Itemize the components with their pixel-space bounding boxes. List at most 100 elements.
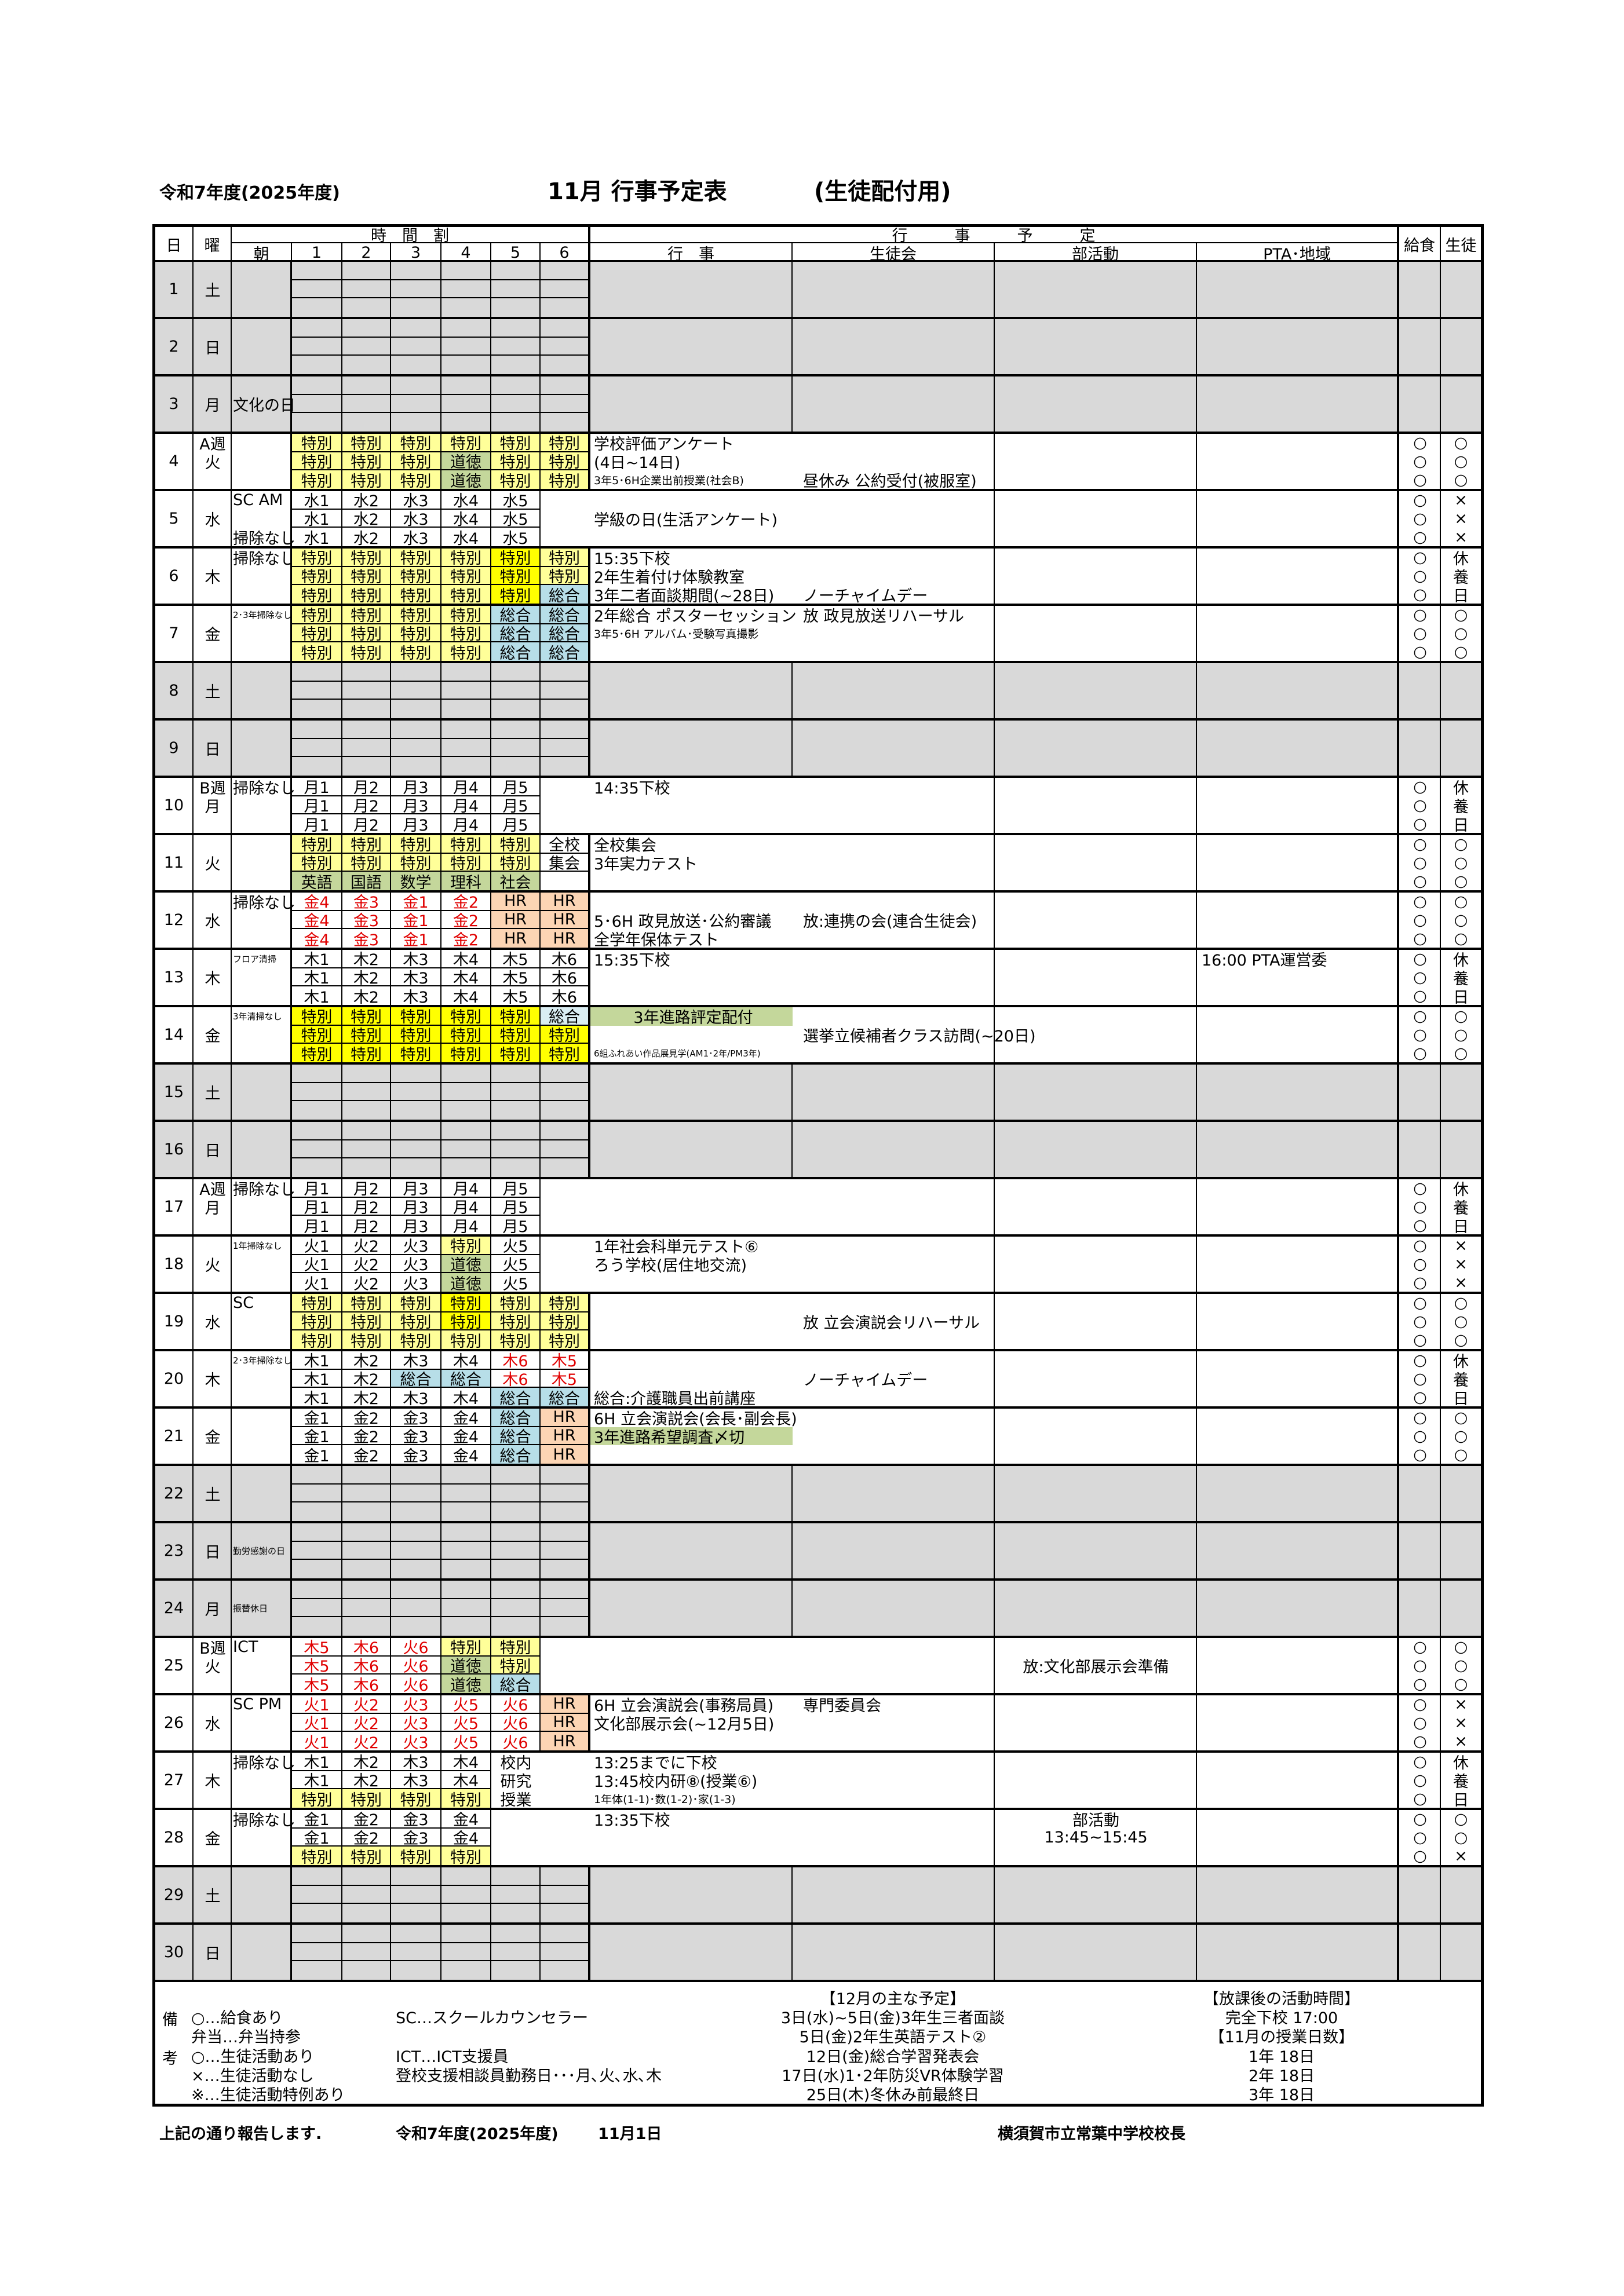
period-cell[interactable]: 特別 — [491, 549, 541, 568]
period-cell[interactable]: 総合 — [491, 1409, 541, 1428]
period-cell[interactable]: 特別 — [391, 1789, 441, 1809]
period-cell[interactable]: 水4 — [441, 528, 491, 548]
period-cell[interactable]: 全校 — [541, 835, 590, 854]
period-cell[interactable]: 特別 — [391, 1330, 441, 1351]
period-cell[interactable]: 特別 — [441, 585, 491, 605]
period-cell[interactable]: 木4 — [441, 968, 491, 988]
period-cell[interactable]: 特別 — [391, 1312, 441, 1332]
period-cell[interactable]: 木5 — [292, 1675, 342, 1695]
period-cell[interactable]: 特別 — [292, 1007, 342, 1026]
period-cell[interactable]: 特別 — [541, 1025, 590, 1045]
period-cell[interactable]: 総合 — [491, 1427, 541, 1446]
period-cell[interactable]: 特別 — [491, 1294, 541, 1313]
period-cell[interactable]: 道徳 — [441, 1273, 491, 1293]
period-cell[interactable]: 特別 — [292, 624, 342, 644]
period-cell[interactable]: 木1 — [292, 986, 342, 1007]
period-cell[interactable]: 木2 — [342, 1369, 391, 1389]
period-cell[interactable]: 特別 — [491, 1312, 541, 1332]
period-cell[interactable]: 月4 — [441, 1179, 491, 1198]
period-cell[interactable]: 水1 — [292, 528, 342, 548]
period-cell[interactable]: 特別 — [391, 1044, 441, 1064]
period-cell[interactable]: 特別 — [292, 566, 342, 586]
period-cell[interactable]: 火6 — [391, 1638, 441, 1657]
period-cell[interactable]: 特別 — [441, 1044, 491, 1064]
period-cell[interactable]: 木6 — [342, 1656, 391, 1676]
period-cell[interactable]: 金1 — [292, 1427, 342, 1446]
period-cell[interactable]: 木1 — [292, 1388, 342, 1408]
period-cell[interactable]: 特別 — [391, 835, 441, 854]
period-cell[interactable]: 月1 — [292, 1179, 342, 1198]
period-cell[interactable]: HR — [541, 1732, 590, 1750]
period-cell[interactable]: HR — [541, 1445, 590, 1464]
period-cell[interactable]: 火1 — [292, 1273, 342, 1293]
period-cell[interactable]: 特別 — [491, 1638, 541, 1657]
period-cell[interactable]: 木3 — [391, 986, 441, 1007]
period-cell[interactable]: 金3 — [342, 893, 391, 912]
period-cell[interactable]: 火5 — [441, 1732, 491, 1752]
period-cell[interactable]: 特別 — [292, 1044, 342, 1064]
period-cell[interactable]: 火6 — [491, 1732, 541, 1752]
period-cell[interactable]: 特別 — [292, 1294, 342, 1313]
period-cell[interactable]: 特別 — [541, 1312, 590, 1332]
period-cell[interactable]: HR — [491, 911, 541, 930]
period-cell[interactable]: 特別 — [491, 835, 541, 854]
period-cell[interactable]: 特別 — [292, 549, 342, 568]
period-cell[interactable]: 木3 — [391, 1351, 441, 1370]
period-cell[interactable]: 特別 — [292, 1847, 342, 1867]
period-cell[interactable]: 火3 — [391, 1255, 441, 1274]
period-cell[interactable]: 月1 — [292, 778, 342, 797]
period-cell[interactable]: 木4 — [441, 986, 491, 1007]
period-cell[interactable]: 特別 — [491, 452, 541, 471]
period-cell[interactable]: 総合 — [541, 624, 590, 644]
period-cell[interactable]: 月1 — [292, 814, 342, 835]
period-cell[interactable]: 特別 — [342, 606, 391, 625]
period-cell[interactable]: 木6 — [491, 1369, 541, 1389]
period-cell[interactable]: 特別 — [391, 452, 441, 471]
period-cell[interactable]: HR — [491, 929, 541, 948]
period-cell[interactable]: 月4 — [441, 796, 491, 816]
period-cell[interactable]: 火3 — [391, 1695, 441, 1714]
period-cell[interactable]: 特別 — [342, 1294, 391, 1313]
period-cell[interactable]: 火2 — [342, 1713, 391, 1733]
period-cell[interactable]: 道徳 — [441, 452, 491, 471]
period-cell[interactable]: 特別 — [292, 1789, 342, 1809]
period-cell[interactable]: 火1 — [292, 1695, 342, 1714]
period-cell[interactable]: 金3 — [391, 1828, 441, 1848]
period-cell[interactable]: 月3 — [391, 796, 441, 816]
period-cell[interactable]: 理科 — [441, 872, 491, 892]
period-cell[interactable]: 木1 — [292, 968, 342, 988]
period-cell[interactable]: 木3 — [391, 968, 441, 988]
period-cell[interactable]: 特別 — [391, 606, 441, 625]
period-cell[interactable]: 特別 — [342, 1044, 391, 1064]
period-cell[interactable]: 英語 — [292, 872, 342, 892]
period-cell[interactable]: 月2 — [342, 796, 391, 816]
period-cell[interactable]: 月4 — [441, 1197, 491, 1217]
period-cell[interactable]: 水4 — [441, 491, 491, 510]
period-cell[interactable]: 総合 — [491, 1675, 541, 1695]
period-cell[interactable]: 金2 — [342, 1445, 391, 1465]
period-cell[interactable]: 火3 — [391, 1273, 441, 1293]
period-cell[interactable]: 木2 — [342, 986, 391, 1007]
period-cell[interactable]: 特別 — [342, 1025, 391, 1045]
period-cell[interactable]: HR — [541, 892, 590, 911]
period-cell[interactable]: HR — [541, 1695, 590, 1714]
period-cell[interactable]: 火6 — [491, 1713, 541, 1733]
period-cell[interactable]: 特別 — [491, 1007, 541, 1026]
period-cell[interactable]: 特別 — [342, 835, 391, 854]
period-cell[interactable]: 特別 — [491, 853, 541, 873]
period-cell[interactable]: 特別 — [292, 853, 342, 873]
period-cell[interactable]: 金4 — [441, 1810, 491, 1829]
period-cell[interactable]: 木4 — [441, 1753, 491, 1772]
period-cell[interactable]: 総合 — [541, 585, 590, 605]
period-cell[interactable]: 木6 — [541, 968, 590, 988]
period-cell[interactable]: 特別 — [541, 470, 590, 491]
period-cell[interactable]: 特別 — [541, 1044, 590, 1064]
period-cell[interactable]: 総合 — [491, 1388, 541, 1408]
period-cell[interactable]: 特別 — [441, 1330, 491, 1351]
period-cell[interactable]: 特別 — [441, 1789, 491, 1809]
period-cell[interactable]: 月2 — [342, 1179, 391, 1198]
period-cell[interactable]: 木5 — [541, 1351, 590, 1370]
period-cell[interactable]: 金3 — [391, 1810, 441, 1829]
period-cell[interactable]: 木5 — [292, 1656, 342, 1676]
period-cell[interactable]: 木2 — [342, 1771, 391, 1790]
